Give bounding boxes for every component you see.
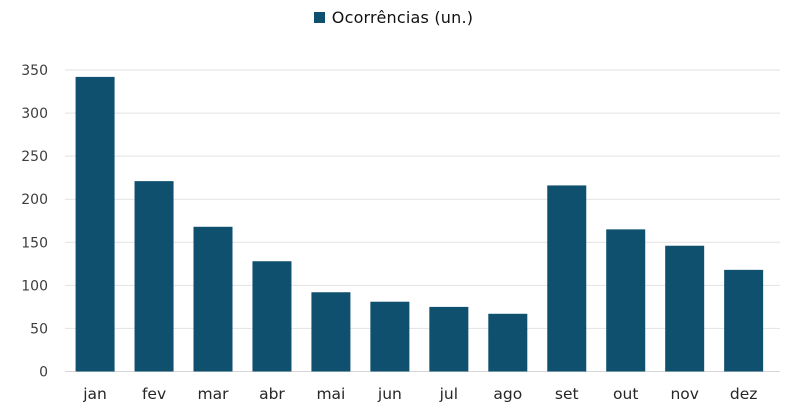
y-tick-label: 100	[21, 278, 48, 294]
x-tick-label-jul: jul	[439, 385, 458, 403]
bar-ago	[488, 313, 528, 372]
bar-mar	[193, 226, 233, 372]
bar-abr	[252, 261, 292, 372]
bar-set	[547, 185, 587, 372]
bar-dez	[724, 269, 764, 372]
y-tick-label: 300	[21, 106, 48, 122]
x-tick-label-jun: jun	[377, 385, 402, 403]
chart-legend: Ocorrências (un.)	[0, 8, 787, 27]
x-tick-label-mai: mai	[316, 385, 345, 403]
bar-mai	[311, 292, 351, 372]
x-tick-label-dez: dez	[730, 385, 758, 403]
legend-marker-swatch	[313, 12, 325, 23]
y-tick-label: 250	[21, 149, 48, 165]
x-tick-label-abr: abr	[259, 385, 285, 403]
x-tick-label-fev: fev	[142, 385, 166, 403]
y-tick-label: 50	[30, 321, 48, 337]
bar-fev	[134, 181, 174, 372]
bar-out	[606, 229, 646, 372]
bar-jun	[370, 301, 410, 372]
y-tick-label: 200	[21, 192, 48, 208]
bar-jul	[429, 306, 469, 372]
x-tick-label-set: set	[555, 385, 579, 403]
y-tick-label: 150	[21, 235, 48, 251]
bar-nov	[665, 245, 705, 372]
legend-label: Ocorrências (un.)	[331, 8, 474, 27]
x-tick-label-jan: jan	[82, 385, 107, 403]
y-tick-label: 350	[21, 63, 48, 79]
y-tick-label: 0	[39, 365, 48, 381]
x-tick-label-mar: mar	[198, 385, 230, 403]
x-tick-label-nov: nov	[670, 385, 698, 403]
x-tick-label-ago: ago	[493, 385, 522, 403]
bar-jan	[75, 76, 115, 372]
x-tick-label-out: out	[613, 385, 638, 403]
